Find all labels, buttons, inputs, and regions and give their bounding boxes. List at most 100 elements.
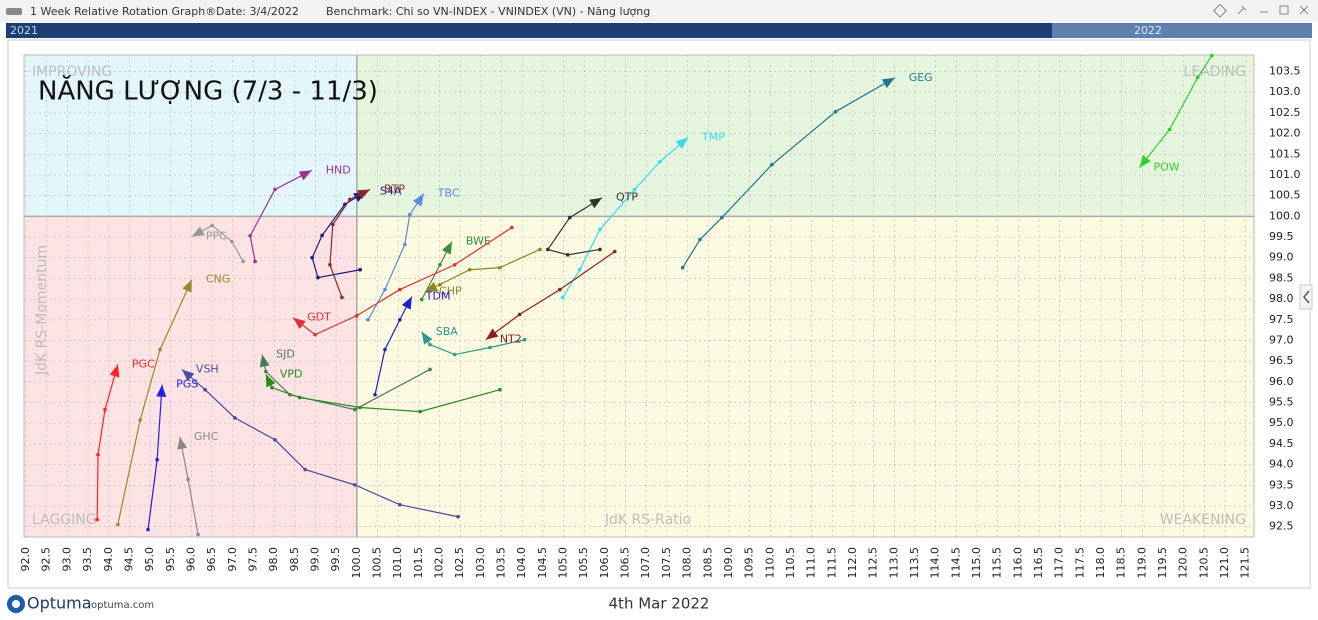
tail-point	[577, 267, 582, 272]
x-tick-label: 98.0	[267, 547, 280, 572]
date: Date: 3/4/2022	[216, 5, 299, 18]
x-tick-label: 100.5	[370, 547, 383, 579]
arrow-head	[401, 296, 412, 310]
tail-point	[233, 416, 237, 420]
tail-line	[181, 368, 459, 518]
arrow-head	[298, 170, 312, 181]
tail-point	[698, 237, 702, 242]
legend-label: PGS	[176, 378, 198, 391]
plot-border	[23, 54, 1255, 538]
window-controls[interactable]	[1212, 3, 1309, 18]
arrow-head	[881, 77, 895, 89]
arrow-head	[181, 369, 195, 382]
tail-point	[316, 275, 320, 280]
y-tick-label: 101.5	[1269, 147, 1301, 160]
tail-point	[155, 457, 159, 462]
quadrant-label: LEADING	[1184, 64, 1246, 80]
legend-label: BTP	[384, 182, 405, 195]
y-tick-label: 97.5	[1269, 313, 1294, 326]
tail-point	[331, 222, 335, 227]
tail-point	[230, 239, 234, 244]
y-tick-label: 96.5	[1269, 354, 1294, 367]
quadrant-label: WEAKENING	[1160, 512, 1246, 528]
tail-point	[383, 287, 387, 292]
y-tick-label: 95.5	[1269, 396, 1294, 409]
tail-point	[453, 352, 457, 357]
x-tick-label: 110.5	[784, 547, 797, 579]
tail-point	[297, 395, 302, 400]
collapse-arrow[interactable]	[1303, 290, 1310, 304]
tail-point	[428, 367, 432, 372]
x-tick-label: 118.5	[1115, 547, 1128, 579]
tail-point	[632, 187, 637, 192]
x-tick-label: 114.0	[929, 547, 942, 579]
x-tick-label: 108.5	[701, 547, 714, 579]
control-icon[interactable]	[1237, 5, 1247, 15]
legend-label: VPD	[280, 367, 303, 380]
legend-label: HND	[326, 163, 351, 176]
tail-line	[265, 374, 501, 413]
tail-point	[95, 517, 99, 522]
x-tick-label: 106.0	[598, 547, 611, 579]
y-tick-label: 92.5	[1269, 520, 1294, 533]
arrow-head	[265, 374, 276, 388]
tail-point	[720, 215, 724, 220]
tail-point	[116, 522, 120, 527]
tail-point	[320, 233, 324, 238]
x-tick-label: 97.5	[246, 547, 259, 572]
legend-label: BWE	[466, 235, 491, 248]
x-tick-label: 100.0	[350, 547, 363, 579]
x-tick-label: 108.0	[681, 547, 694, 579]
tail-point	[366, 317, 370, 322]
x-tick-label: 120.5	[1197, 547, 1210, 579]
tail-point	[598, 227, 602, 232]
control-icon[interactable]	[1279, 5, 1289, 15]
tail-point	[770, 162, 774, 167]
x-tick-label: 93.0	[60, 547, 73, 572]
tail-point	[273, 187, 277, 192]
x-tick-label: 110.0	[763, 547, 776, 579]
x-tick-label: 103.0	[474, 547, 487, 579]
x-tick-label: 109.0	[722, 547, 735, 579]
y-tick-label: 94.5	[1269, 437, 1294, 450]
timeline-label: 2022	[1134, 24, 1162, 37]
timeline-bar[interactable]	[6, 23, 1312, 38]
y-tick-label: 103.0	[1269, 85, 1301, 98]
y-tick-label: 94.0	[1269, 458, 1294, 471]
x-tick-label: 111.0	[805, 547, 818, 579]
tail-point	[383, 347, 387, 352]
tail-point	[203, 387, 207, 392]
y-tick-label: 101.0	[1269, 168, 1301, 181]
control-icon[interactable]	[1299, 5, 1309, 15]
legend-label: TMP	[701, 130, 725, 143]
x-tick-label: 107.0	[639, 547, 652, 579]
tail-point	[558, 287, 562, 292]
tail-point	[303, 467, 307, 472]
x-tick-label: 115.0	[970, 547, 983, 579]
arrow-head	[156, 384, 167, 398]
legend-label: GHC	[194, 430, 219, 443]
tail-point	[428, 342, 432, 347]
tail-point	[598, 247, 602, 252]
arrow-head	[293, 317, 306, 330]
tail-point	[358, 405, 362, 410]
tail-line	[117, 279, 193, 525]
x-tick-label: 121.5	[1239, 547, 1252, 579]
tail-point	[373, 392, 377, 397]
tail-point	[546, 247, 550, 252]
tail-point	[613, 249, 617, 254]
y-tick-label: 103.5	[1269, 65, 1301, 78]
tail-line	[374, 296, 413, 395]
tail-point	[498, 265, 502, 270]
tail-point	[510, 225, 514, 230]
legend-label: SBA	[436, 325, 459, 338]
x-tick-label: 95.5	[164, 547, 177, 572]
tail-point	[340, 295, 344, 300]
window-title: 1 Week Relative Rotation Graph®	[30, 5, 216, 18]
timeline-window[interactable]	[1052, 23, 1312, 38]
tail-point	[264, 369, 268, 374]
x-tick-label: 93.5	[81, 547, 94, 572]
x-tick-label: 109.5	[743, 547, 756, 579]
collapse-tab[interactable]	[1299, 284, 1313, 310]
control-icon[interactable]	[1212, 3, 1228, 18]
